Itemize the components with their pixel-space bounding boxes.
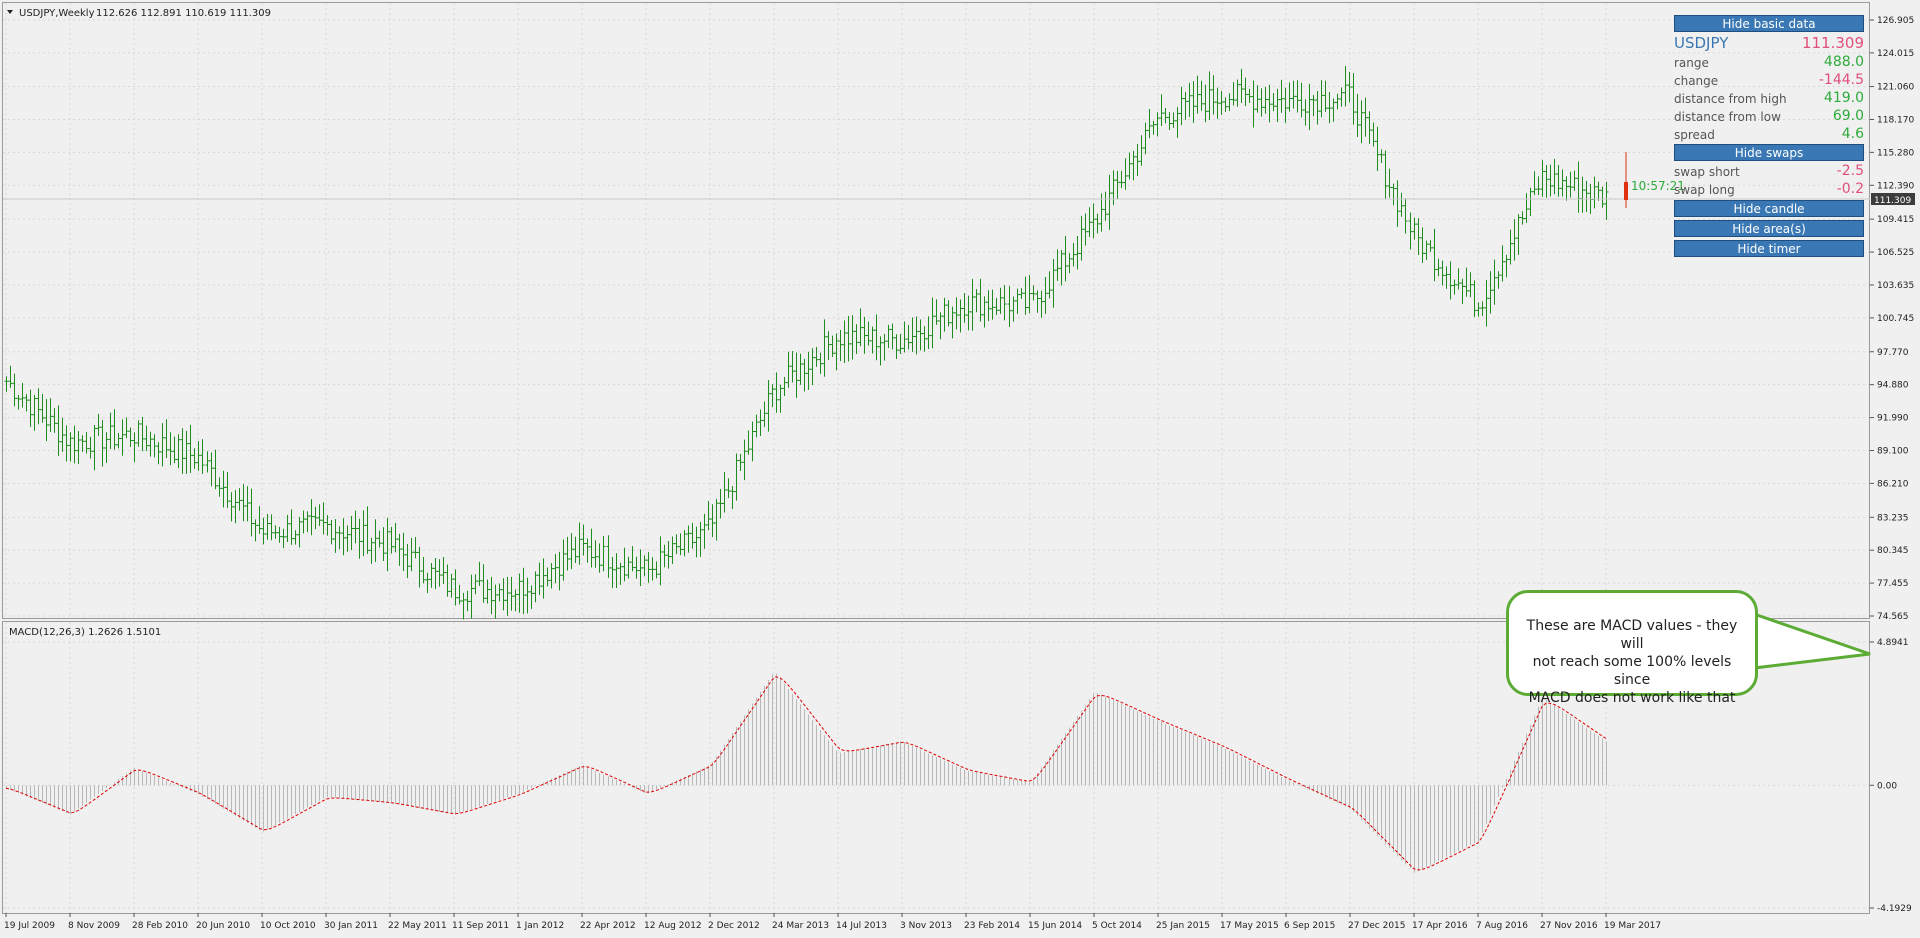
info-row-swap-long: swap long -0.2 xyxy=(1674,181,1864,198)
price-tick-label: 106.525 xyxy=(1877,248,1914,258)
time-tick-label: 3 Nov 2013 xyxy=(900,921,952,931)
time-tick-label: 2 Dec 2012 xyxy=(708,921,760,931)
price-tick-label: 89.100 xyxy=(1877,446,1909,456)
info-row-swap-short: swap short -2.5 xyxy=(1674,163,1864,180)
hide-candle-button[interactable]: Hide candle xyxy=(1674,200,1864,217)
macd-title: MACD(12,26,3) 1.2626 1.5101 xyxy=(9,627,161,638)
price-tick-label: 83.235 xyxy=(1877,513,1909,523)
macd-pane-border xyxy=(2,621,1870,914)
info-row-change: change -144.5 xyxy=(1674,72,1864,89)
info-row-range: range 488.0 xyxy=(1674,54,1864,71)
macd-signal-line xyxy=(5,676,1607,871)
price-tick-label: 118.170 xyxy=(1877,115,1914,125)
price-tick-label: 126.905 xyxy=(1877,16,1914,26)
macd-tick-label: 4.8941 xyxy=(1877,638,1909,648)
info-label: range xyxy=(1674,56,1709,70)
info-value: 69.0 xyxy=(1832,108,1864,124)
price-axis: 126.905 124.015 121.060 118.170 115.280 112.3… xyxy=(1870,16,1914,622)
time-tick-label: 27 Dec 2015 xyxy=(1348,921,1406,931)
price-tick-label: 112.390 xyxy=(1877,181,1914,191)
info-row-spread: spread 4.6 xyxy=(1674,126,1864,143)
time-tick-label: 1 Jan 2012 xyxy=(516,921,564,931)
macd-callout: These are MACD values - they will not re… xyxy=(1506,590,1758,706)
time-tick-label: 20 Jun 2010 xyxy=(196,921,250,931)
time-tick-label: 19 Jul 2009 xyxy=(4,921,55,931)
price-tick-label: 94.880 xyxy=(1877,381,1909,391)
info-value: -144.5 xyxy=(1818,72,1864,88)
time-tick-label: 30 Jan 2011 xyxy=(324,921,378,931)
callout-text: These are MACD values - they will not re… xyxy=(1526,618,1738,706)
symbol-name: USDJPY xyxy=(1674,34,1729,52)
time-tick-label: 28 Feb 2010 xyxy=(132,921,188,931)
time-tick-label: 17 May 2015 xyxy=(1220,921,1279,931)
current-price-tag-bg xyxy=(1871,193,1915,205)
macd-histogram xyxy=(6,673,1607,873)
info-value: -2.5 xyxy=(1836,163,1864,179)
price-tick-label: 86.210 xyxy=(1877,479,1909,489)
price-tick-label: 103.635 xyxy=(1877,281,1914,291)
time-tick-label: 19 Mar 2017 xyxy=(1604,921,1661,931)
price-tick-label: 124.015 xyxy=(1877,49,1914,59)
time-tick-label: 27 Nov 2016 xyxy=(1540,921,1598,931)
time-tick-label: 7 Aug 2016 xyxy=(1476,921,1528,931)
macd-tick-label: 0.00 xyxy=(1877,781,1897,791)
price-pane-border xyxy=(2,2,1870,619)
info-value: 419.0 xyxy=(1823,90,1864,106)
price-tick-label: 80.345 xyxy=(1877,546,1909,556)
chart-title: USDJPY,Weekly xyxy=(19,8,95,19)
symbol-row: USDJPY 111.309 xyxy=(1674,34,1864,52)
time-tick-label: 11 Sep 2011 xyxy=(452,921,509,931)
price-tick-label: 109.415 xyxy=(1877,215,1914,225)
info-label: swap long xyxy=(1674,183,1735,197)
price-tick-label: 91.990 xyxy=(1877,414,1909,424)
time-tick-label: 23 Feb 2014 xyxy=(964,921,1020,931)
time-tick-label: 10 Oct 2010 xyxy=(260,921,316,931)
price-tick-label: 100.745 xyxy=(1877,314,1914,324)
info-label: spread xyxy=(1674,128,1715,142)
time-tick-label: 17 Apr 2016 xyxy=(1412,921,1468,931)
info-value: 488.0 xyxy=(1823,54,1864,70)
hide-timer-button[interactable]: Hide timer xyxy=(1674,240,1864,257)
time-tick-label: 6 Sep 2015 xyxy=(1284,921,1335,931)
info-value: -0.2 xyxy=(1836,181,1864,197)
time-tick-label: 12 Aug 2012 xyxy=(644,921,702,931)
info-row-distance-from-high: distance from high 419.0 xyxy=(1674,90,1864,107)
info-label: distance from low xyxy=(1674,110,1781,124)
hide-swaps-button[interactable]: Hide swaps xyxy=(1674,144,1864,161)
price-tick-label: 77.455 xyxy=(1877,579,1909,589)
time-axis: 19 Jul 2009 8 Nov 2009 28 Feb 2010 20 Jun 2… xyxy=(4,913,1661,931)
countdown-timer: 10:57:21 xyxy=(1631,179,1685,193)
hide-basic-data-button[interactable]: Hide basic data xyxy=(1674,15,1864,32)
info-label: change xyxy=(1674,74,1719,88)
info-label: swap short xyxy=(1674,165,1740,179)
time-tick-label: 24 Mar 2013 xyxy=(772,921,829,931)
time-tick-label: 25 Jan 2015 xyxy=(1156,921,1210,931)
macd-tick-label: -4.1929 xyxy=(1877,904,1912,914)
info-row-distance-from-low: distance from low 69.0 xyxy=(1674,108,1864,125)
hide-areas-button[interactable]: Hide area(s) xyxy=(1674,220,1864,237)
price-tick-label: 74.565 xyxy=(1877,612,1909,622)
chart-menu-icon[interactable] xyxy=(7,10,13,14)
info-label: distance from high xyxy=(1674,92,1787,106)
info-value: 4.6 xyxy=(1841,126,1864,142)
time-tick-label: 22 May 2011 xyxy=(388,921,447,931)
price-tick-label: 115.280 xyxy=(1877,148,1914,158)
macd-axis: 4.8941 0.00 -4.1929 xyxy=(1870,638,1912,914)
chart-grid xyxy=(3,3,1870,913)
symbol-price: 111.309 xyxy=(1801,34,1864,52)
current-price-tag: 111.309 xyxy=(1874,196,1911,206)
time-tick-label: 15 Jun 2014 xyxy=(1028,921,1082,931)
price-tick-label: 121.060 xyxy=(1877,83,1914,93)
current-candle-body xyxy=(1624,182,1628,200)
time-tick-label: 5 Oct 2014 xyxy=(1092,921,1142,931)
time-tick-label: 22 Apr 2012 xyxy=(580,921,636,931)
chart-ohlc: 112.626 112.891 110.619 111.309 xyxy=(96,8,271,19)
time-tick-label: 8 Nov 2009 xyxy=(68,921,120,931)
price-tick-label: 97.770 xyxy=(1877,348,1909,358)
time-tick-label: 14 Jul 2013 xyxy=(836,921,887,931)
